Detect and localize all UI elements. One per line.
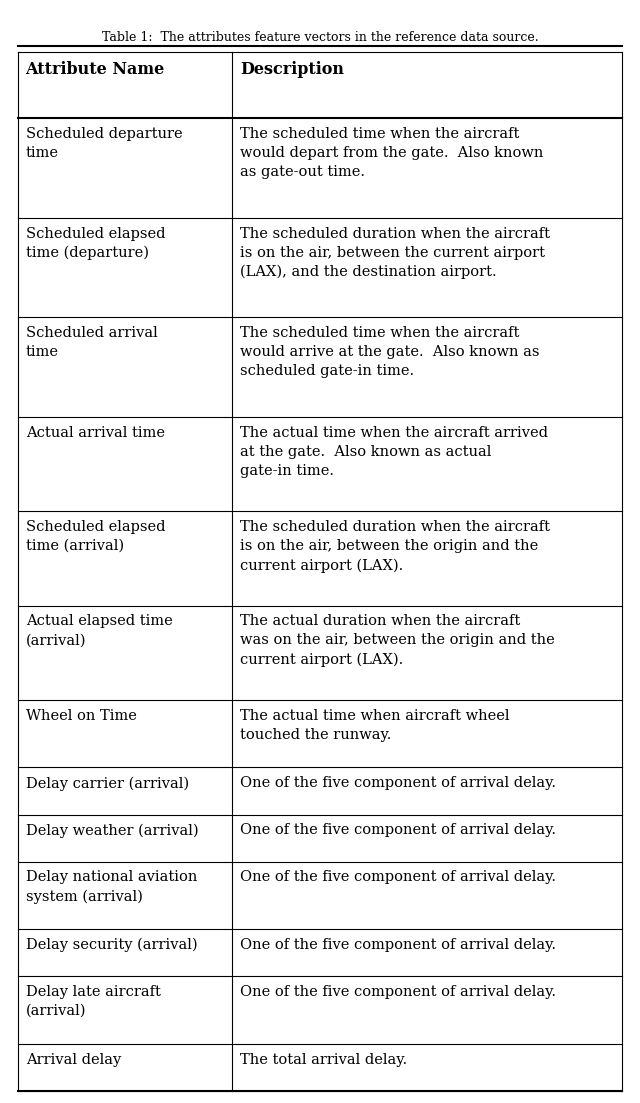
Text: The scheduled time when the aircraft
would depart from the gate.  Also known
as : The scheduled time when the aircraft wou… [240, 127, 543, 179]
Text: Delay security (arrival): Delay security (arrival) [26, 938, 197, 952]
Text: Delay carrier (arrival): Delay carrier (arrival) [26, 777, 189, 791]
Text: The actual duration when the aircraft
was on the air, between the origin and the: The actual duration when the aircraft wa… [240, 614, 555, 667]
Text: Delay weather (arrival): Delay weather (arrival) [26, 823, 198, 837]
Text: Scheduled departure
time: Scheduled departure time [26, 127, 182, 160]
Text: One of the five component of arrival delay.: One of the five component of arrival del… [240, 870, 556, 885]
Text: One of the five component of arrival delay.: One of the five component of arrival del… [240, 938, 556, 952]
Text: Actual arrival time: Actual arrival time [26, 426, 164, 440]
Text: Arrival delay: Arrival delay [26, 1052, 121, 1067]
Text: Wheel on Time: Wheel on Time [26, 709, 136, 722]
Text: Description: Description [240, 61, 344, 77]
Text: Delay national aviation
system (arrival): Delay national aviation system (arrival) [26, 870, 197, 904]
Text: Attribute Name: Attribute Name [26, 61, 165, 77]
Text: The scheduled duration when the aircraft
is on the air, between the current airp: The scheduled duration when the aircraft… [240, 227, 550, 279]
Text: Delay late aircraft
(arrival): Delay late aircraft (arrival) [26, 985, 161, 1018]
Text: One of the five component of arrival delay.: One of the five component of arrival del… [240, 777, 556, 790]
Text: One of the five component of arrival delay.: One of the five component of arrival del… [240, 985, 556, 999]
Text: The scheduled duration when the aircraft
is on the air, between the origin and t: The scheduled duration when the aircraft… [240, 521, 550, 572]
Text: Scheduled elapsed
time (arrival): Scheduled elapsed time (arrival) [26, 521, 165, 553]
Text: The scheduled time when the aircraft
would arrive at the gate.  Also known as
sc: The scheduled time when the aircraft wou… [240, 326, 540, 378]
Text: Actual elapsed time
(arrival): Actual elapsed time (arrival) [26, 614, 172, 647]
Text: The actual time when aircraft wheel
touched the runway.: The actual time when aircraft wheel touc… [240, 709, 509, 741]
Text: The total arrival delay.: The total arrival delay. [240, 1052, 407, 1067]
Text: Table 1:  The attributes feature vectors in the reference data source.: Table 1: The attributes feature vectors … [102, 31, 538, 44]
Text: The actual time when the aircraft arrived
at the gate.  Also known as actual
gat: The actual time when the aircraft arrive… [240, 426, 548, 478]
Text: Scheduled elapsed
time (departure): Scheduled elapsed time (departure) [26, 227, 165, 260]
Text: One of the five component of arrival delay.: One of the five component of arrival del… [240, 823, 556, 837]
Text: Scheduled arrival
time: Scheduled arrival time [26, 326, 157, 360]
